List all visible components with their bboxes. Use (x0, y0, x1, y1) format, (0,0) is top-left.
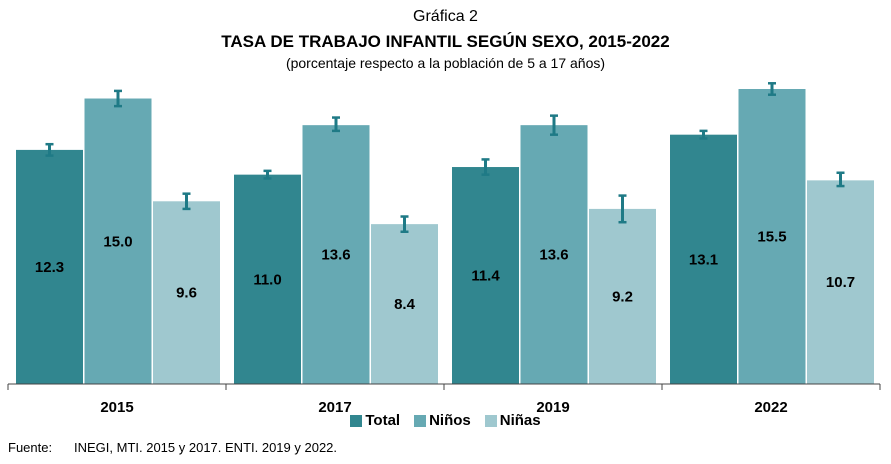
bar-2019-niños (520, 125, 588, 385)
data-label-2015-0: 12.3 (35, 259, 64, 276)
legend-label-ninas: Niñas (499, 412, 541, 429)
chart-title: TASA DE TRABAJO INFANTIL SEGÚN SEXO, 201… (221, 32, 670, 51)
bar-2019-total (452, 167, 519, 384)
x-tick-label-2022: 2022 (754, 399, 787, 416)
x-tick-label-2015: 2015 (100, 399, 133, 416)
bar-2015-niños (84, 98, 152, 385)
bar-2019-niñas (589, 208, 656, 384)
x-tick-label-2017: 2017 (318, 399, 351, 416)
source-label: Fuente: (8, 440, 53, 455)
bar-2022-niños (738, 89, 806, 384)
legend-label-total: Total (365, 412, 401, 429)
legend-item-ninas: Niñas (484, 412, 541, 429)
chart-subtitle: (porcentaje respecto a la población de 5… (285, 55, 606, 71)
legend-swatch-ninos (414, 414, 427, 427)
data-label-2022-2: 10.7 (826, 274, 855, 291)
legend-swatch-total (350, 414, 363, 427)
legend-item-total: Total (350, 412, 400, 429)
bar-2022-total (670, 134, 737, 384)
data-label-2017-1: 13.6 (321, 247, 350, 264)
data-label-2022-0: 13.1 (689, 251, 718, 268)
data-label-2022-1: 15.5 (757, 229, 786, 246)
legend: Total Niños Niñas (0, 412, 891, 429)
chart-label: Gráfica 2 (413, 8, 478, 25)
source-text: INEGI, MTI. 2015 y 2017. ENTI. 2019 y 20… (74, 440, 338, 455)
data-label-2015-1: 15.0 (103, 233, 132, 250)
data-label-2019-1: 13.6 (539, 247, 568, 264)
data-label-2015-2: 9.6 (176, 285, 197, 302)
data-label-2017-2: 8.4 (394, 296, 416, 313)
data-label-2017-0: 11.0 (253, 271, 281, 288)
legend-label-ninos: Niños (429, 412, 471, 429)
legend-swatch-ninas (484, 414, 497, 427)
bar-2017-total (234, 174, 301, 384)
bar-2015-niñas (153, 201, 220, 384)
bar-2017-niñas (371, 224, 438, 384)
x-tick-label-2019: 2019 (536, 399, 569, 416)
source-note: Fuente: INEGI, MTI. 2015 y 2017. ENTI. 20… (8, 440, 337, 455)
legend-item-ninos: Niños (414, 412, 471, 429)
bar-2017-niños (302, 125, 370, 385)
data-label-2019-2: 9.2 (612, 288, 633, 305)
bar-2022-niñas (807, 180, 874, 384)
data-label-2019-0: 11.4 (471, 268, 500, 285)
bar-2015-total (16, 149, 83, 384)
